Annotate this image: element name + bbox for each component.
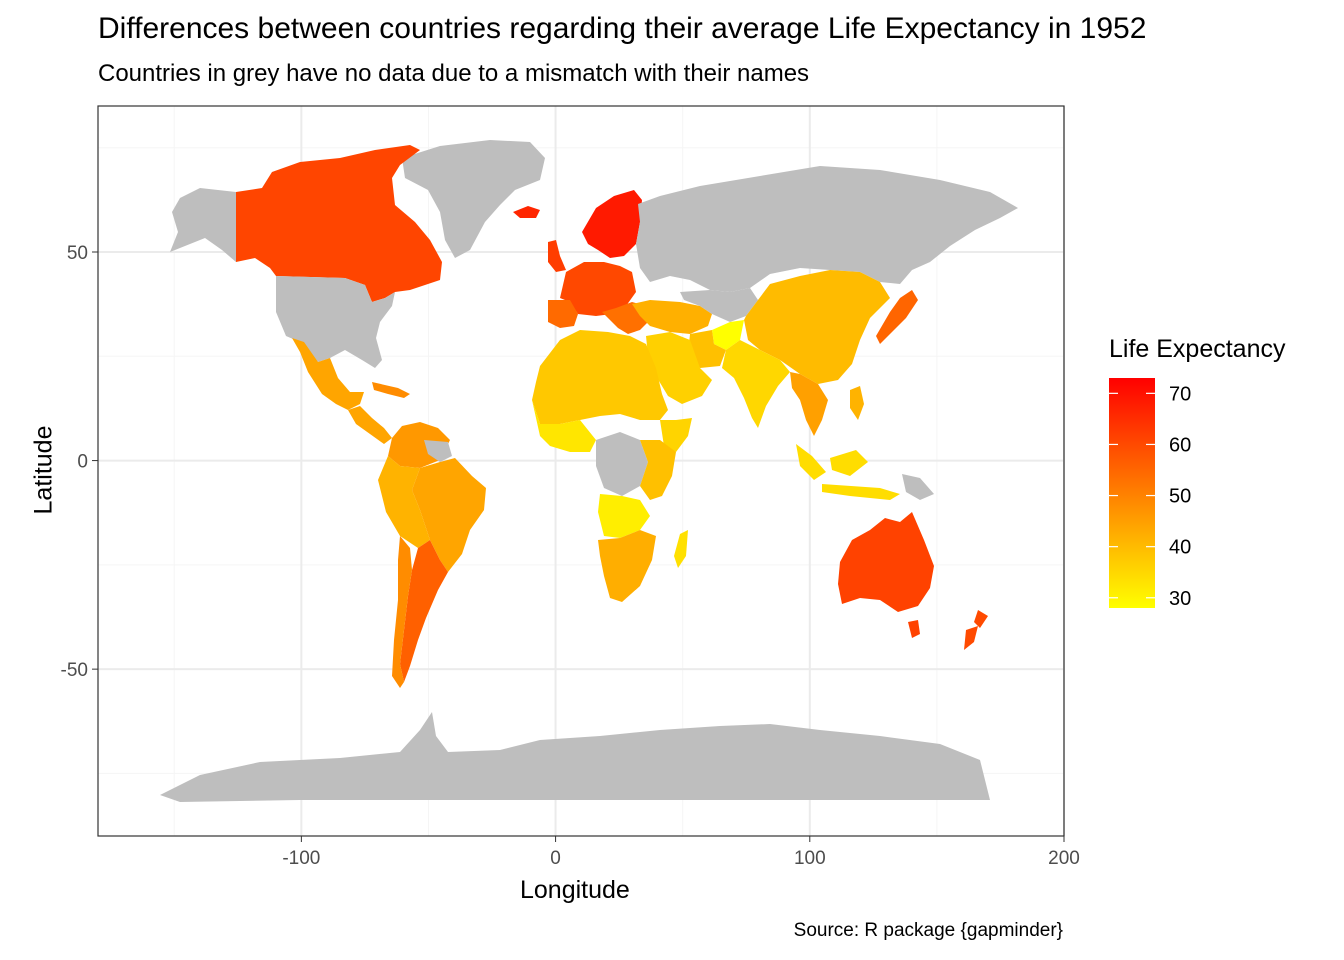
region-tasmania — [908, 620, 920, 638]
region-alaska — [170, 188, 236, 262]
region-horn-africa — [660, 418, 692, 452]
region-madagascar — [674, 530, 688, 568]
region-australia — [838, 512, 934, 612]
y-tick-label: 50 — [67, 243, 88, 264]
x-tick-label: -100 — [282, 848, 320, 869]
region-middle-east — [632, 300, 712, 334]
x-tick-label: 200 — [1048, 848, 1080, 869]
region-scandinavia — [582, 190, 642, 258]
legend-ticks: 70 60 50 40 30 — [1109, 383, 1191, 610]
region-new-guinea — [902, 474, 934, 500]
chart-subtitle: Countries in grey have no data due to a … — [98, 60, 810, 87]
region-iran — [688, 330, 726, 368]
region-chile — [392, 536, 412, 688]
region-indonesia — [796, 444, 900, 500]
region-central-africa — [596, 432, 648, 496]
region-uk — [548, 240, 566, 272]
region-central-america — [348, 406, 392, 444]
y-tick-label: 0 — [77, 452, 88, 473]
y-tick-label: -50 — [61, 660, 88, 681]
region-west-africa — [532, 400, 596, 452]
region-philippines — [850, 386, 864, 420]
region-peru-bolivia — [378, 456, 430, 548]
region-north-africa — [532, 330, 668, 424]
region-arabia — [646, 332, 712, 404]
region-antarctica — [160, 712, 990, 802]
region-southern-africa — [598, 530, 656, 602]
legend-tick-label: 30 — [1169, 588, 1191, 610]
chart-title: Differences between countries regarding … — [98, 12, 1147, 45]
land-layer — [160, 140, 1018, 802]
region-southern-central-africa — [598, 494, 650, 538]
x-axis: -100 0 100 200 — [282, 836, 1080, 869]
region-iceland — [513, 206, 540, 218]
region-east-africa — [640, 440, 676, 500]
legend-tick-label: 50 — [1169, 486, 1191, 508]
region-brazil — [412, 458, 486, 572]
legend-colorbar — [1109, 378, 1155, 608]
region-western-europe — [560, 262, 636, 316]
region-mexico — [292, 338, 364, 410]
region-china — [744, 270, 890, 384]
legend-tick-label: 70 — [1169, 383, 1191, 405]
region-japan — [876, 290, 918, 344]
map-panel-border — [97, 105, 1065, 837]
x-tick-label: 0 — [550, 848, 561, 869]
region-new-zealand — [964, 610, 988, 650]
legend-tick-label: 60 — [1169, 434, 1191, 456]
region-iberia — [548, 300, 578, 328]
y-axis: 50 0 -50 — [61, 243, 98, 681]
legend-tick-label: 40 — [1169, 537, 1191, 559]
x-tick-label: 100 — [794, 848, 826, 869]
x-axis-label: Longitude — [520, 876, 630, 904]
region-argentina — [400, 540, 448, 682]
region-russia — [636, 166, 1018, 292]
region-india — [722, 340, 790, 428]
region-central-asia — [680, 288, 758, 322]
region-guianas — [424, 440, 452, 462]
region-greenland — [402, 140, 545, 258]
legend-title: Life Expectancy — [1109, 335, 1286, 363]
y-axis-label: Latitude — [29, 425, 58, 515]
region-afghanistan — [712, 320, 744, 350]
source-caption: Source: R package {gapminder} — [793, 920, 1063, 941]
region-caribbean — [372, 382, 410, 398]
region-canada — [236, 145, 442, 302]
region-southeast-asia — [790, 372, 828, 436]
